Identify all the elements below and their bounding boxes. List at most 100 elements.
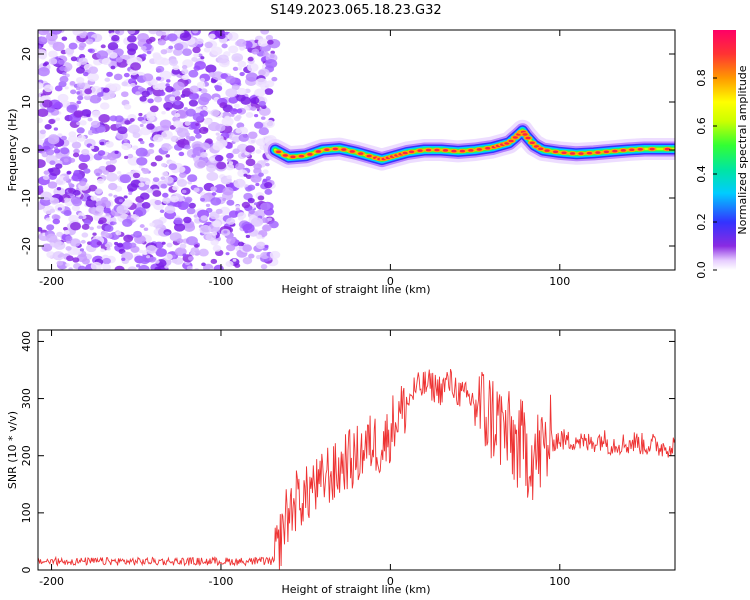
heatmap-noise-cell — [127, 48, 137, 56]
heatmap-noise-cell — [112, 221, 117, 225]
heatmap-noise-cell — [222, 186, 234, 196]
heatmap-noise-cell — [155, 65, 165, 73]
colorbar-gradient — [713, 30, 736, 270]
heatmap-noise-cell — [158, 85, 165, 91]
heatmap-noise-cell — [135, 91, 141, 96]
heatmap-noise-cell — [81, 258, 90, 265]
heatmap-noise-cell — [52, 218, 61, 225]
heatmap-noise-cell — [89, 239, 102, 248]
heatmap-noise-cell — [123, 72, 130, 78]
heatmap-noise-cell — [102, 87, 110, 93]
heatmap-hotspot-core — [290, 155, 296, 159]
heatmap-noise-cell — [61, 135, 67, 141]
heatmap-noise-cell — [172, 64, 180, 71]
heatmap-noise-cell — [42, 99, 53, 108]
heatmap-noise-cell — [162, 197, 171, 204]
heatmap-noise-cell — [226, 152, 234, 159]
heatmap-noise-cell — [235, 207, 240, 212]
heatmap-noise-cell — [123, 195, 128, 199]
heatmap-noise-cell — [150, 161, 157, 167]
heatmap-noise-cell — [81, 232, 89, 238]
heatmap-noise-cell — [106, 247, 111, 251]
heatmap-noise-cell — [206, 164, 216, 173]
heatmap-noise-cell — [169, 96, 176, 102]
heatmap-noise-cell — [121, 142, 132, 151]
heatmap-noise-cell — [88, 66, 99, 74]
heatmap-noise-cell — [133, 230, 142, 238]
heatmap-noise-cell — [225, 260, 234, 267]
colorbar-label: Normalized spectral amplitude — [736, 65, 749, 234]
heatmap-noise-cell — [105, 141, 114, 148]
heatmap-noise-cell — [53, 214, 61, 220]
heatmap-noise-cell — [56, 187, 62, 191]
heatmap-hotspot-core — [408, 150, 415, 154]
heatmap-noise-cell — [245, 112, 254, 118]
heatmap-y-tick-label: 0 — [20, 147, 33, 154]
heatmap-noise-cell — [225, 75, 236, 84]
heatmap-hotspot-core — [620, 149, 626, 152]
heatmap-noise-cell — [230, 113, 235, 117]
snr-y-axis-label: SNR (10 * v/v) — [6, 411, 19, 489]
heatmap-noise-cell — [210, 197, 222, 206]
heatmap-noise-cell — [215, 208, 223, 214]
heatmap-noise-cell — [118, 199, 123, 203]
heatmap-noise-cell — [78, 42, 87, 49]
heatmap-hotspot-core — [629, 148, 635, 152]
heatmap-noise-cell — [63, 197, 69, 202]
heatmap-noise-cell — [69, 80, 76, 86]
heatmap-noise-cell — [239, 71, 245, 77]
heatmap-noise-cell — [265, 58, 278, 69]
heatmap-noise-cell — [210, 258, 218, 264]
heatmap-noise-cell — [258, 106, 271, 116]
heatmap-noise-cell — [186, 207, 196, 215]
heatmap-noise-cell — [151, 219, 164, 229]
heatmap-hotspot-core — [307, 153, 313, 156]
heatmap-noise-cell — [200, 56, 205, 60]
heatmap-noise-cell — [232, 148, 240, 155]
heatmap-noise-cell — [264, 88, 274, 95]
heatmap-noise-cell — [184, 144, 191, 150]
heatmap-noise-cell — [247, 63, 259, 72]
heatmap-noise-cell — [92, 232, 97, 236]
heatmap-noise-cell — [38, 144, 44, 154]
heatmap-noise-cell — [70, 104, 77, 110]
heatmap-noise-cell — [242, 257, 253, 265]
heatmap-noise-cell — [255, 77, 268, 88]
heatmap-hotspot-core — [533, 145, 540, 148]
heatmap-noise-cell — [139, 96, 147, 102]
heatmap-noise-cell — [271, 76, 278, 82]
heatmap-noise-cell — [102, 257, 111, 265]
heatmap-noise-cell — [195, 123, 200, 127]
heatmap-noise-cell — [154, 96, 163, 103]
heatmap-noise-cell — [260, 30, 270, 35]
heatmap-noise-cell — [190, 121, 201, 130]
heatmap-noise-cell — [45, 233, 58, 243]
heatmap-noise-cell — [73, 110, 84, 118]
heatmap-noise-cell — [191, 56, 198, 62]
snr-x-tick-label: 0 — [387, 575, 394, 588]
heatmap-noise-cell — [164, 253, 173, 261]
heatmap-noise-cell — [173, 217, 183, 225]
heatmap-noise-cell — [188, 93, 198, 100]
heatmap-noise-cell — [237, 60, 247, 68]
heatmap-noise-cell — [59, 66, 66, 72]
heatmap-noise-cell — [254, 121, 264, 129]
heatmap-noise-cell — [48, 118, 56, 125]
heatmap-noise-cell — [161, 110, 166, 115]
heatmap-noise-cell — [106, 71, 113, 77]
heatmap-noise-cell — [79, 180, 87, 187]
heatmap-noise-cell — [63, 158, 69, 163]
heatmap-noise-cell — [135, 264, 141, 268]
heatmap-noise-cell — [152, 177, 160, 183]
heatmap-noise-cell — [64, 47, 75, 55]
heatmap-noise-cell — [55, 117, 61, 121]
snr-y-tick-label: 100 — [20, 502, 33, 523]
heatmap-noise-cell — [72, 257, 80, 263]
heatmap-noise-cell — [150, 78, 158, 85]
heatmap-noise-cell — [162, 192, 169, 198]
heatmap-noise-cell — [237, 66, 243, 71]
heatmap-noise-cell — [129, 242, 137, 248]
heatmap-noise-cell — [160, 183, 167, 189]
heatmap-x-ticks: -200 -100 0 100 — [39, 30, 570, 288]
heatmap-noise-cell — [38, 117, 43, 124]
